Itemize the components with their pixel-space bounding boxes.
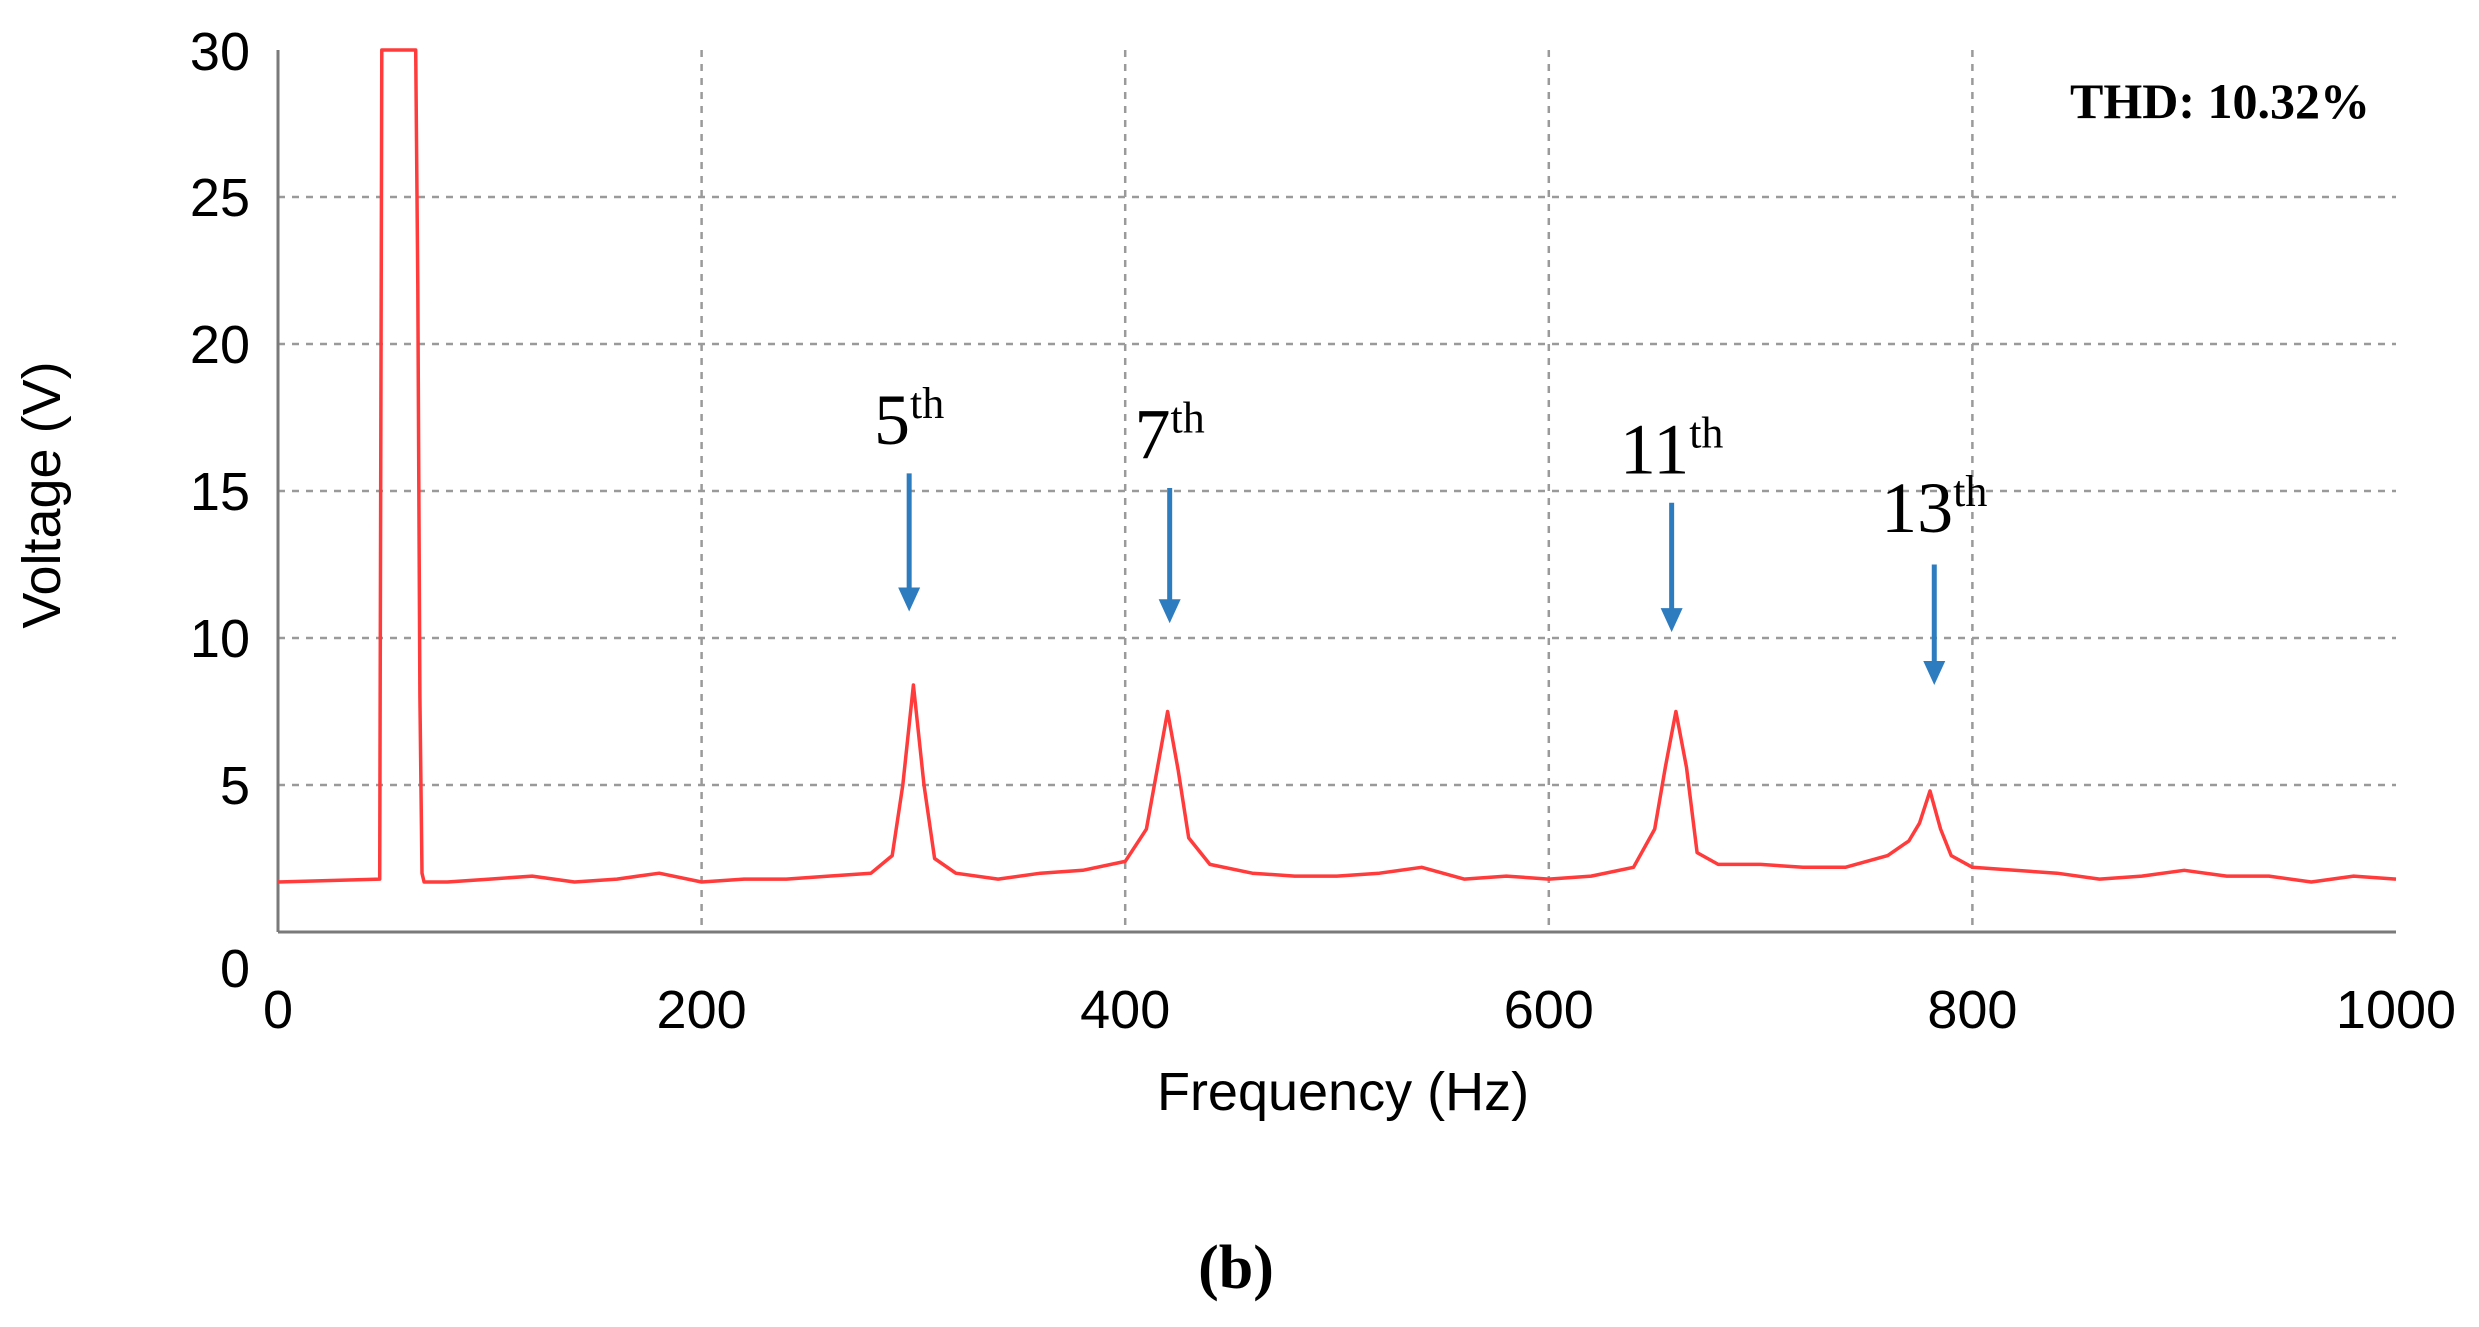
plot-axes xyxy=(276,50,2396,934)
harmonic-superscript: th xyxy=(1171,394,1205,443)
spectrum-series-line xyxy=(277,48,2397,884)
panel-label: (b) xyxy=(1198,1234,1274,1302)
grid-lines xyxy=(278,50,2396,932)
harmonic-superscript: th xyxy=(910,379,944,428)
harmonic-superscript: th xyxy=(1689,408,1723,457)
tick-labels: 0 200 400 600 800 1000 0 5 10 15 20 25 30 xyxy=(190,22,2456,1040)
harmonic-arrow-head xyxy=(1923,661,1946,686)
harmonic-order: 7 xyxy=(1135,395,1171,475)
harmonic-order: 5 xyxy=(874,380,910,460)
harmonic-superscript: th xyxy=(1953,467,1987,516)
x-tick-label: 600 xyxy=(1504,980,1594,1040)
harmonic-arrow-head xyxy=(898,587,921,612)
harmonic-label: 11th xyxy=(1620,408,1724,489)
harmonic-order: 11 xyxy=(1620,409,1689,489)
x-tick-label: 0 xyxy=(263,980,293,1040)
x-tick-label: 400 xyxy=(1080,980,1170,1040)
harmonic-order: 13 xyxy=(1881,468,1953,548)
harmonic-arrow-head xyxy=(1660,608,1683,633)
y-tick-label: 20 xyxy=(190,315,250,375)
y-tick-label: 30 xyxy=(190,22,250,82)
y-tick-label: 25 xyxy=(190,168,250,228)
x-tick-label: 1000 xyxy=(2336,980,2456,1040)
y-tick-label: 10 xyxy=(190,609,250,669)
harmonic-label: 5th xyxy=(874,379,944,460)
x-tick-label: 800 xyxy=(1927,980,2017,1040)
x-axis-label: Frequency (Hz) xyxy=(1157,1062,1529,1122)
y-tick-label: 15 xyxy=(190,462,250,522)
y-tick-label: 0 xyxy=(220,939,250,999)
y-axis-label: Voltage (V) xyxy=(12,361,72,628)
y-tick-label: 5 xyxy=(220,756,250,816)
x-tick-label: 200 xyxy=(657,980,747,1040)
harmonic-label: 13th xyxy=(1881,467,1987,548)
series-layer xyxy=(277,48,2397,884)
thd-label: THD: 10.32% xyxy=(2070,73,2370,129)
harmonic-arrow-head xyxy=(1158,599,1181,624)
harmonic-label: 7th xyxy=(1135,394,1205,475)
